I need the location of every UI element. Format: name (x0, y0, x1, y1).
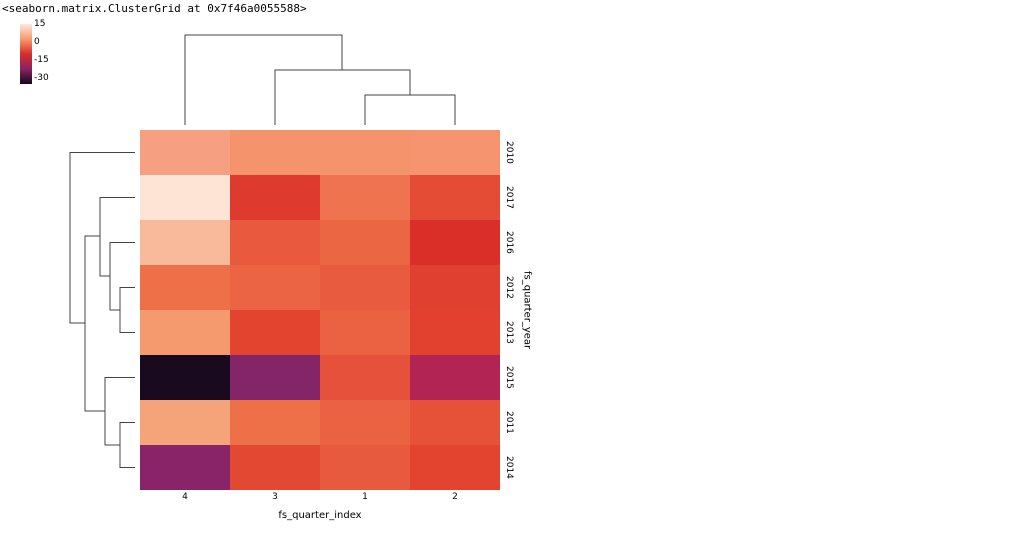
x-tick-labels: 4312 (140, 492, 500, 506)
colorbar-tick: -15 (34, 55, 49, 65)
y-tick: 2013 (502, 310, 516, 355)
colorbar-tick: 15 (34, 19, 45, 29)
y-tick: 2017 (502, 175, 516, 220)
colorbar-gradient (20, 24, 32, 84)
column-dendrogram (140, 30, 500, 125)
heatmap-grid (140, 130, 500, 490)
heatmap-cell (320, 445, 410, 490)
heatmap-cell (140, 265, 230, 310)
heatmap-cell (320, 175, 410, 220)
y-tick: 2014 (502, 445, 516, 490)
heatmap-cell (140, 445, 230, 490)
y-tick: 2015 (502, 355, 516, 400)
colorbar: 150-15-30 (20, 24, 32, 84)
heatmap-cell (410, 355, 500, 400)
colorbar-tick: -30 (34, 73, 49, 83)
heatmap-cell (230, 175, 320, 220)
heatmap-cell (140, 355, 230, 400)
x-tick: 2 (410, 492, 500, 506)
heatmap-cell (140, 175, 230, 220)
heatmap-cell (140, 400, 230, 445)
heatmap-cell (140, 310, 230, 355)
heatmap-cell (410, 220, 500, 265)
heatmap-cell (230, 310, 320, 355)
x-tick: 3 (230, 492, 320, 506)
heatmap-cell (230, 445, 320, 490)
y-tick: 2016 (502, 220, 516, 265)
heatmap-cell (320, 310, 410, 355)
heatmap-cell (320, 400, 410, 445)
repr-output: <seaborn.matrix.ClusterGrid at 0x7f46a00… (2, 2, 307, 15)
heatmap-cell (410, 445, 500, 490)
heatmap-cell (230, 130, 320, 175)
x-tick: 4 (140, 492, 230, 506)
y-tick: 2010 (502, 130, 516, 175)
heatmap-cell (410, 265, 500, 310)
heatmap-cell (140, 220, 230, 265)
y-tick-labels: 20102017201620122013201520112014 (502, 130, 516, 490)
heatmap-cell (410, 400, 500, 445)
y-tick: 2011 (502, 400, 516, 445)
heatmap-cell (410, 310, 500, 355)
heatmap-cell (230, 265, 320, 310)
y-tick: 2012 (502, 265, 516, 310)
y-axis-label: fs_quarter_year (520, 130, 534, 490)
heatmap-cell (230, 400, 320, 445)
heatmap-cell (320, 220, 410, 265)
heatmap-cell (230, 220, 320, 265)
heatmap-cell (320, 130, 410, 175)
heatmap-cell (320, 265, 410, 310)
heatmap-cell (230, 355, 320, 400)
colorbar-tick: 0 (34, 37, 40, 47)
x-axis-label: fs_quarter_index (140, 510, 500, 521)
heatmap-cell (140, 130, 230, 175)
heatmap-cell (410, 130, 500, 175)
x-tick: 1 (320, 492, 410, 506)
heatmap-cell (410, 175, 500, 220)
heatmap-cell (320, 355, 410, 400)
row-dendrogram (65, 130, 135, 490)
